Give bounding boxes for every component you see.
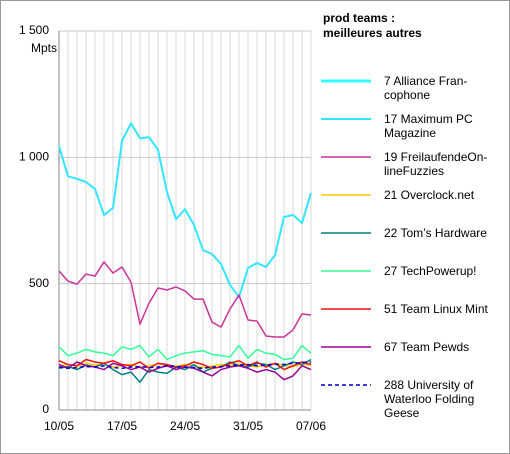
legend-label: 17 Maximum PC Magazine [384,112,473,140]
series-line [58,358,312,371]
legend-title: prod teams : meilleures autres [323,11,422,40]
series-line [58,361,312,370]
x-tick-label: 24/05 [170,419,200,433]
legend-label: 27 TechPowerup! [384,264,477,278]
series-line [58,122,312,299]
x-tick-label: 17/05 [107,419,137,433]
series-line [58,344,312,361]
x-tick-label: 07/06 [296,419,326,433]
legend-label: 7 Alliance Fran- cophone [384,74,468,102]
legend-label: 51 Team Linux Mint [384,302,488,316]
y-tick-label: 500 [29,276,49,290]
x-tick-label: 31/05 [233,419,263,433]
legend-label: 21 Overclock.net [384,188,475,202]
y-tick-label: 1 500 [19,23,49,37]
legend-label: 22 Tom’s Hardware [384,226,487,240]
x-tick-label: 10/05 [44,419,74,433]
legend-label: 288 University of Waterloo Folding Geese [384,378,475,420]
legend-label: 67 Team Pewds [384,340,470,354]
y-tick-label: 0 [42,402,49,416]
legend-label: 19 FreilaufendeOn- lineFuzzies [384,150,488,178]
y-axis-label: Mpts [31,41,57,55]
y-tick-label: 1 000 [19,150,49,164]
series-line [58,261,312,338]
